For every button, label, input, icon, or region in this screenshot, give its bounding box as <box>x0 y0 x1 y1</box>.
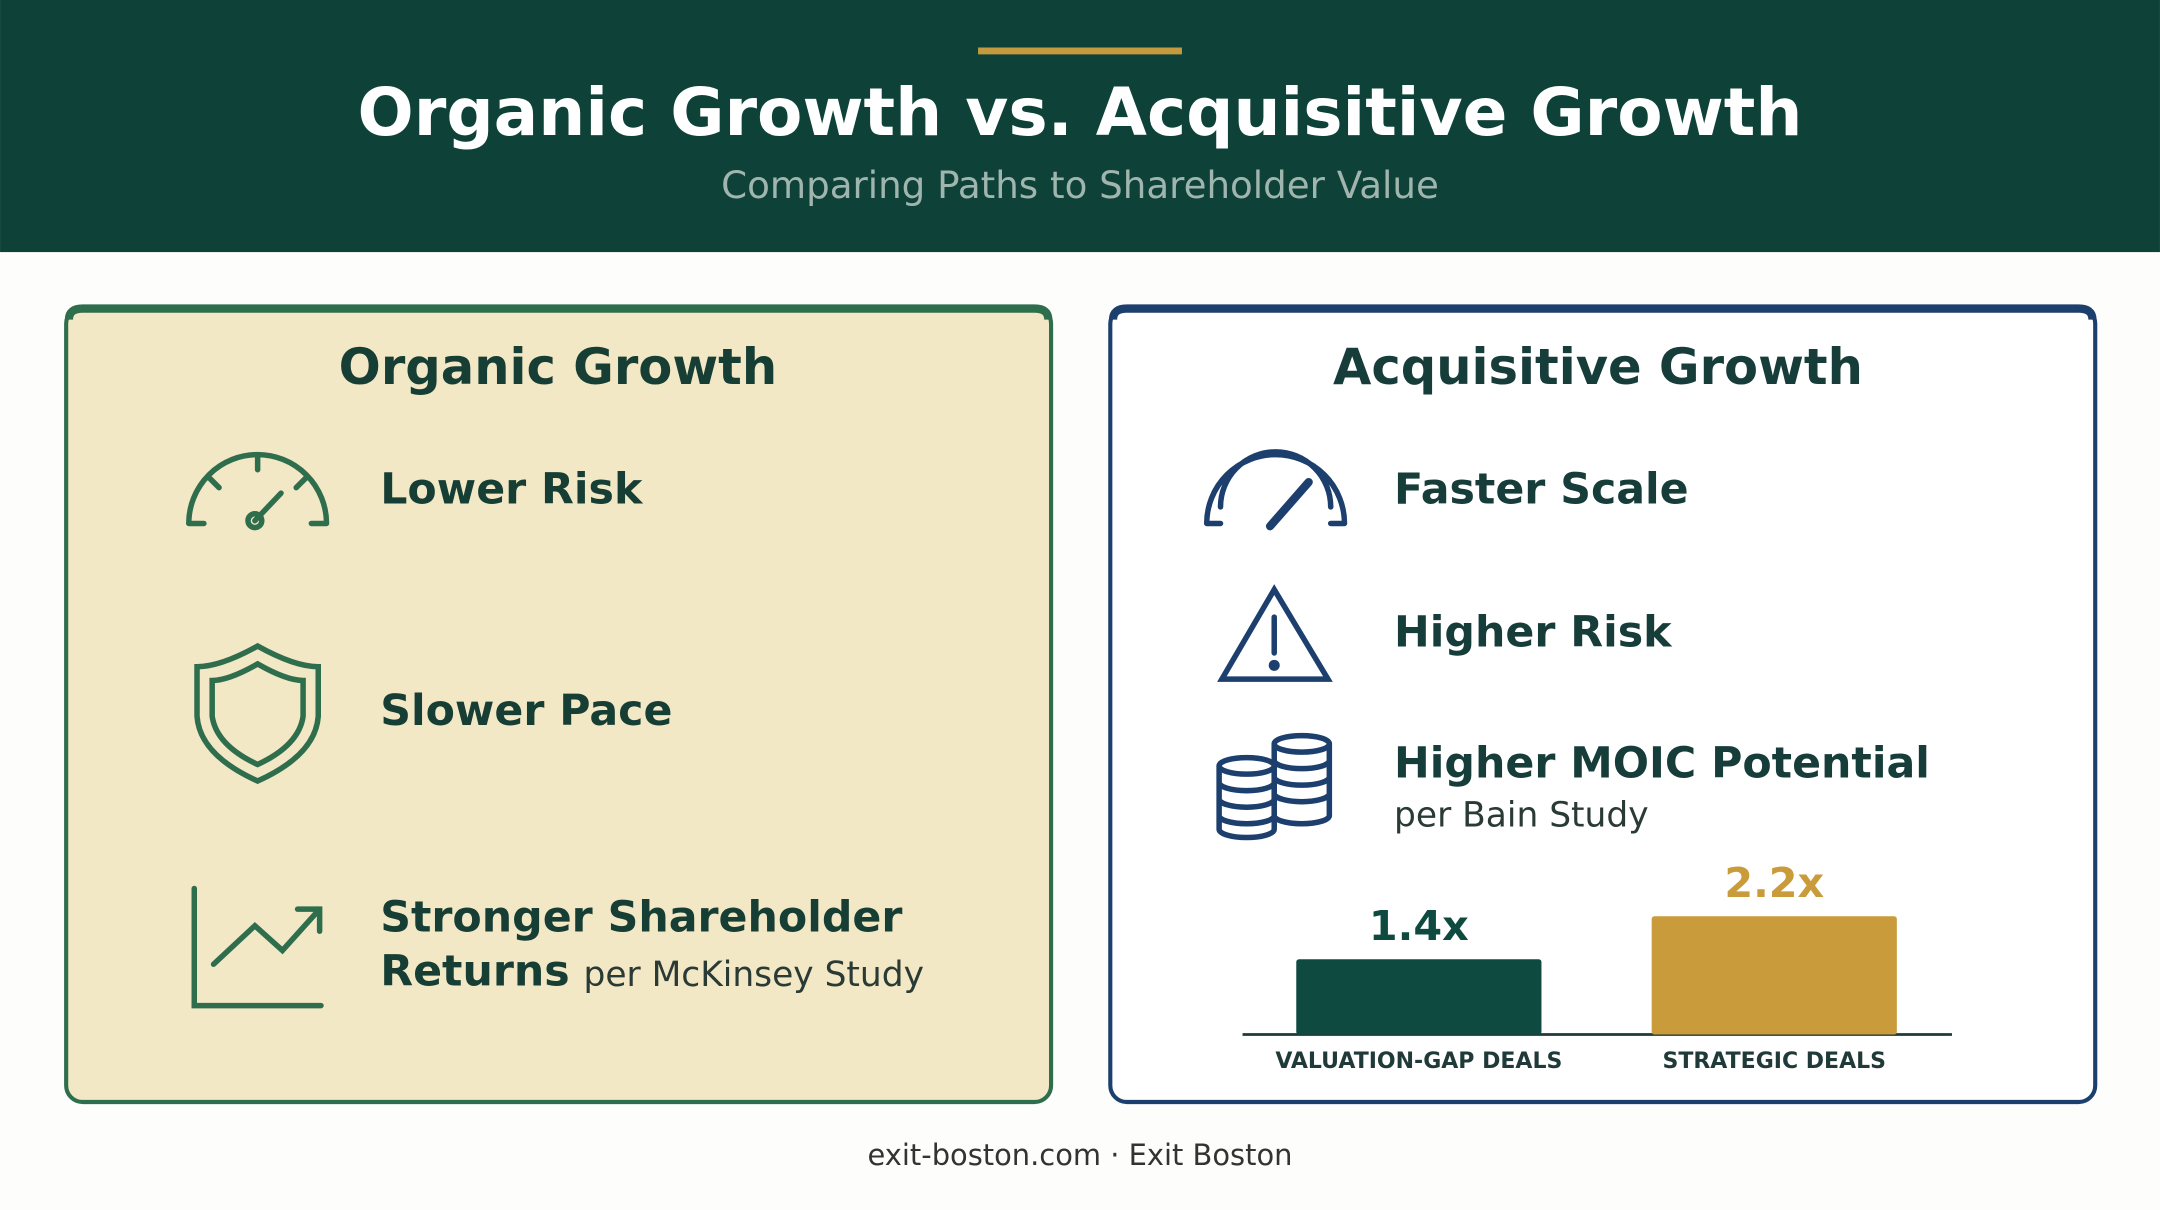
header-bg <box>0 0 2160 253</box>
panel-title: Acquisitive Growth <box>1333 338 1863 396</box>
icons-acquisitive <box>1203 449 1348 841</box>
shield-icon <box>194 642 321 785</box>
title: Organic Growth vs. Acquisitive Growth <box>358 74 1803 151</box>
trend-icon <box>191 885 324 1009</box>
acquisitive-panel <box>1108 305 2098 1105</box>
panel-title: Organic Growth <box>339 338 777 396</box>
speed-needle <box>1265 477 1313 531</box>
speed-icon <box>1203 449 1348 527</box>
item-label: Lower Risk <box>380 464 644 514</box>
gauge-needle <box>206 453 309 524</box>
footer: exit-boston.com · Exit Boston <box>868 1138 1293 1172</box>
warning-icon <box>1217 584 1333 682</box>
gauge-hub <box>245 511 265 531</box>
item-label: Faster Scale <box>1394 464 1689 514</box>
item-label: Stronger Shareholder <box>380 893 902 943</box>
coins-icon <box>1216 732 1333 841</box>
subtitle: Comparing Paths to Shareholder Value <box>721 163 1439 207</box>
item-label: Returns <box>380 946 569 996</box>
category-label: STRATEGIC DEALS <box>1662 1049 1886 1074</box>
value-label: 2.2x <box>1724 859 1824 907</box>
bar <box>1296 959 1542 1035</box>
panel-top <box>64 304 1053 320</box>
value-label: 1.4x <box>1369 902 1469 950</box>
item-note: per Bain Study <box>1394 795 1649 835</box>
warning-dot <box>1268 659 1280 671</box>
panel-top <box>1108 304 2097 320</box>
item-note: per McKinsey Study <box>583 955 924 995</box>
icons-organic <box>186 451 330 1009</box>
category-label: VALUATION-GAP DEALS <box>1275 1049 1562 1074</box>
item-label: Higher MOIC Potential <box>1394 738 1930 788</box>
item-label: Higher Risk <box>1394 608 1673 658</box>
bar <box>1651 916 1897 1035</box>
item-label: Slower Pace <box>380 686 672 736</box>
